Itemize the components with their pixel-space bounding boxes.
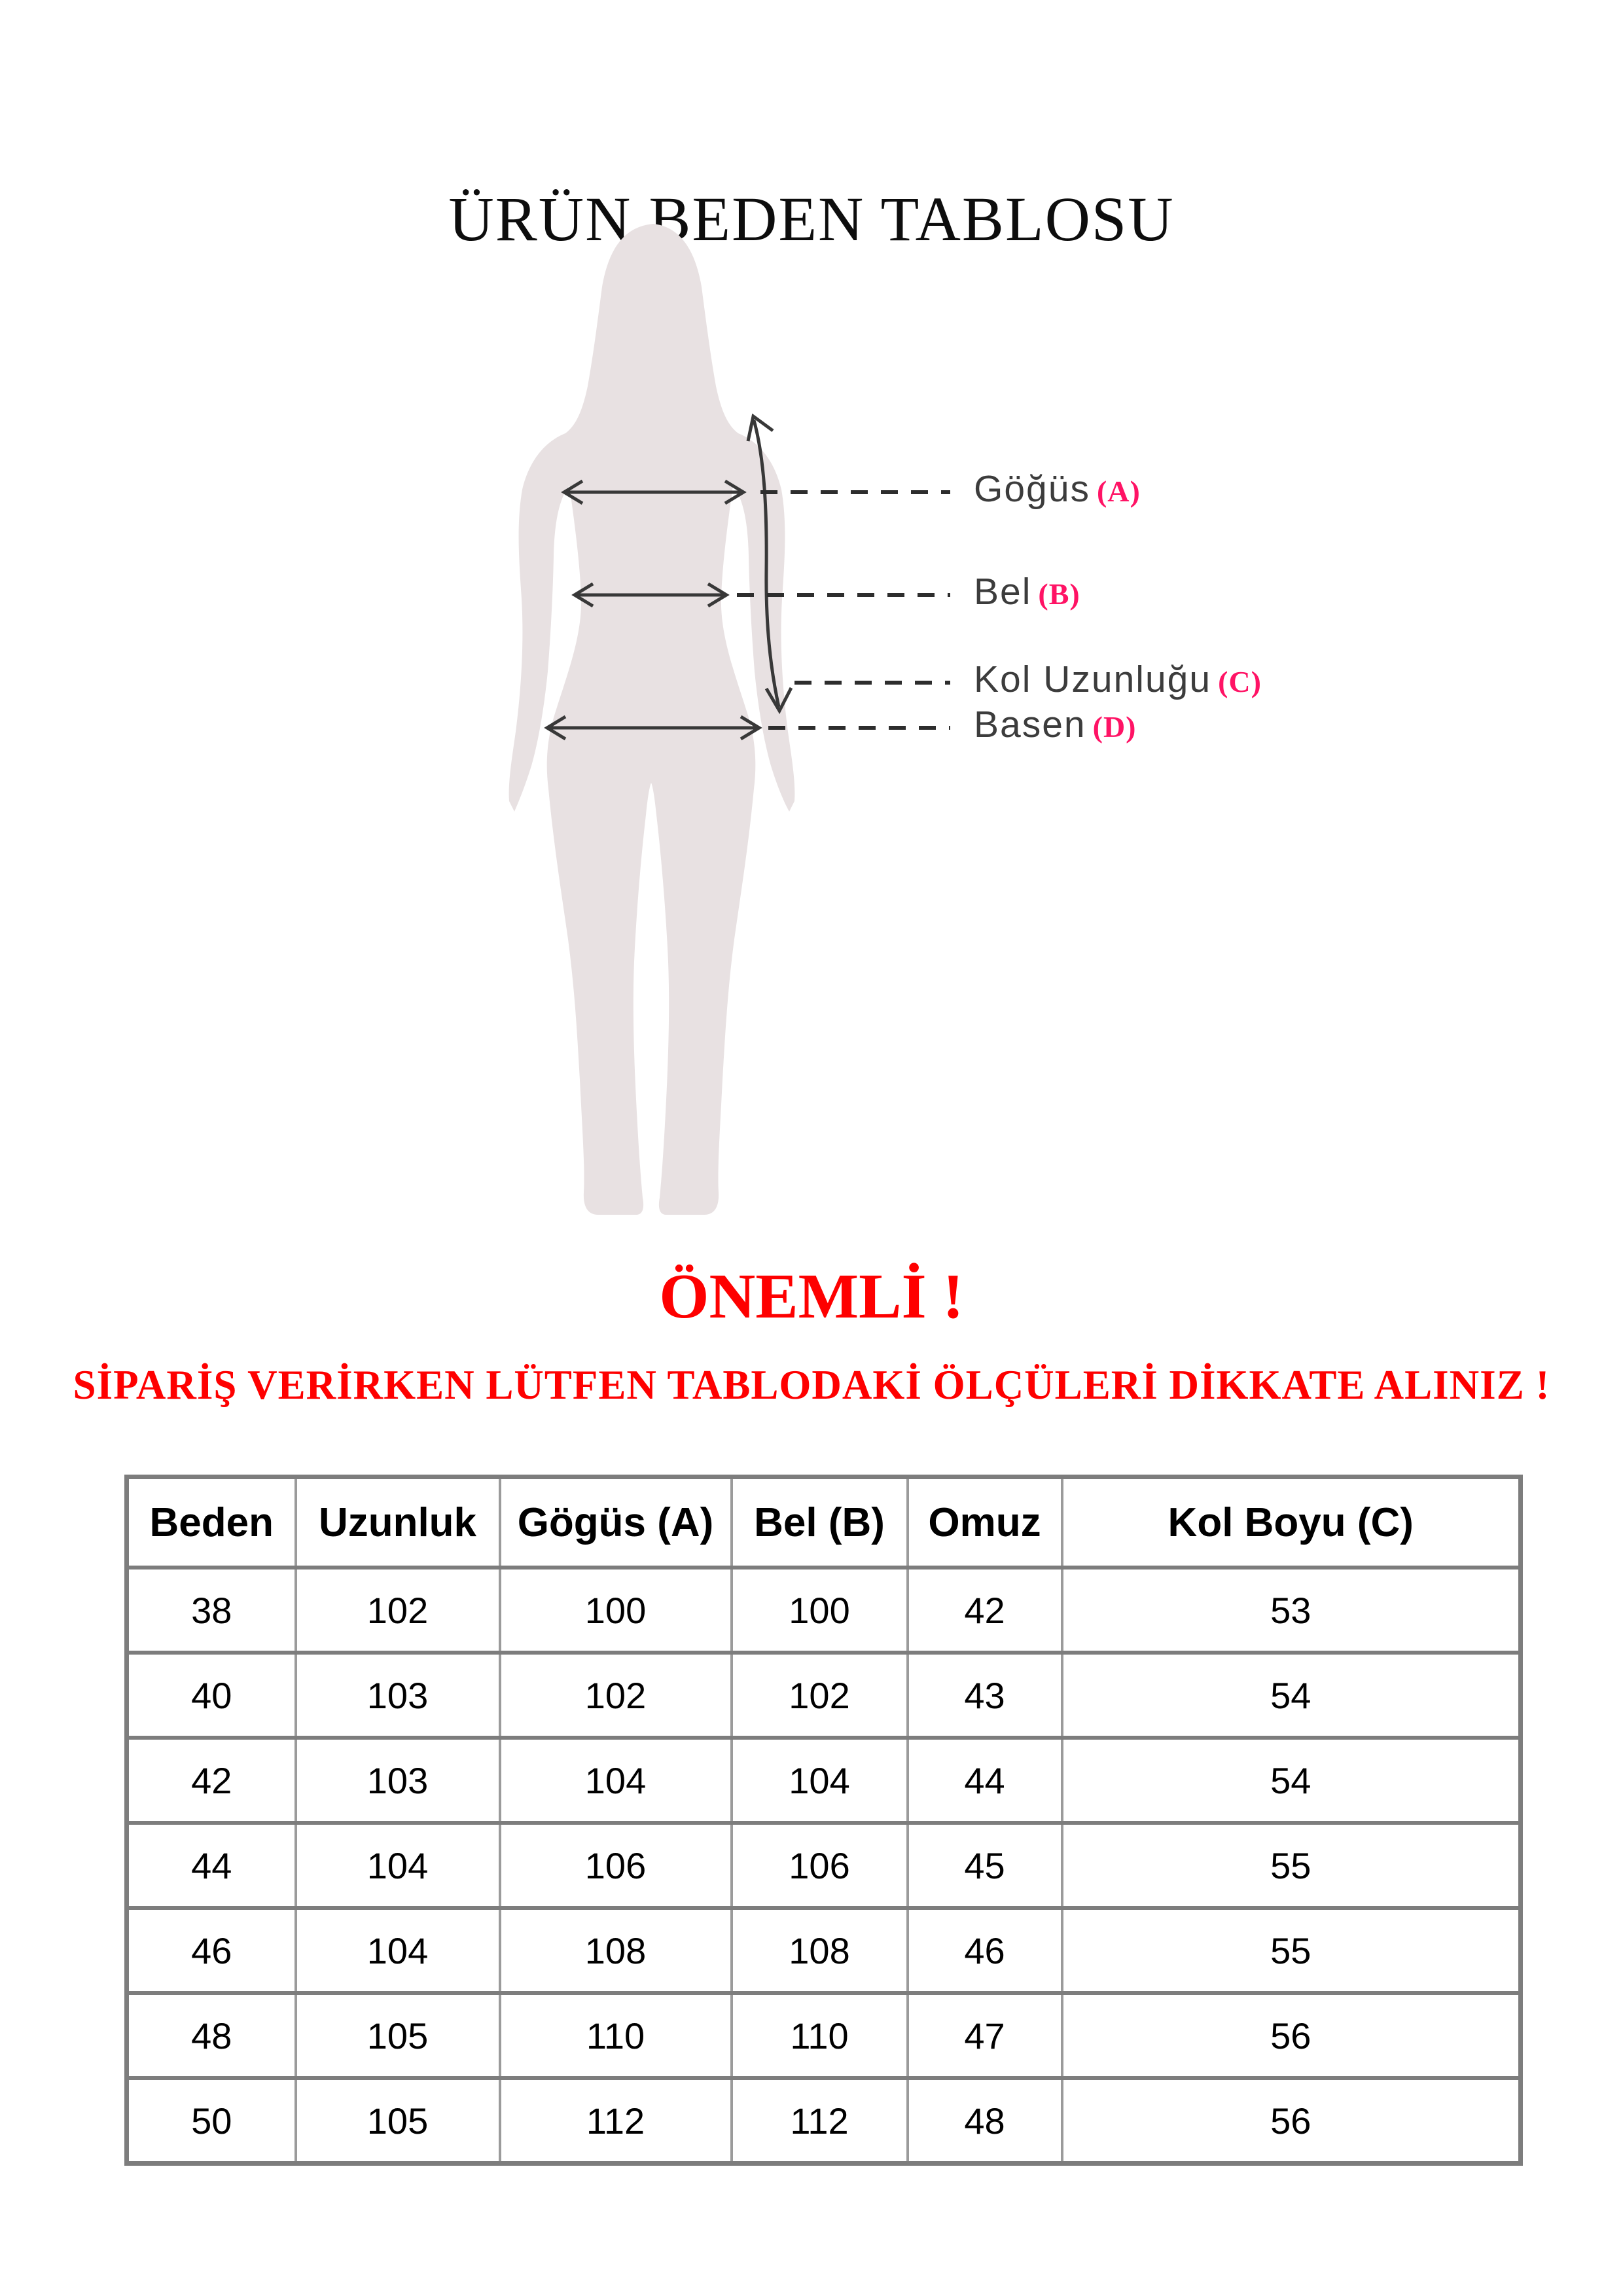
label-hip-name: Basen — [974, 704, 1086, 745]
size-row-50: 50 105 112 112 48 56 — [125, 2076, 1522, 2166]
size-cell: 50 — [125, 2076, 297, 2166]
size-cell: 102 — [294, 1566, 501, 1655]
size-cell: 54 — [1060, 1736, 1522, 1825]
size-cell: 105 — [294, 1991, 501, 2080]
column-header-gogus: Gögüs (A) — [498, 1475, 733, 1570]
column-header-omuz: Omuz — [906, 1475, 1063, 1570]
size-row-48: 48 105 110 110 47 56 — [125, 1991, 1522, 2080]
size-cell: 112 — [498, 2076, 733, 2166]
size-cell: 40 — [125, 1651, 297, 1740]
size-cell: 104 — [294, 1821, 501, 1910]
size-table: Beden Uzunluk Gögüs (A) Bel (B) Omuz Kol… — [124, 1475, 1523, 2166]
size-cell: 38 — [125, 1566, 297, 1655]
size-cell: 56 — [1060, 1991, 1522, 2080]
size-cell: 55 — [1060, 1906, 1522, 1995]
size-cell: 108 — [498, 1906, 733, 1995]
size-row-44: 44 104 106 106 45 55 — [125, 1821, 1522, 1910]
label-waist: Bel (B) — [974, 570, 1080, 613]
size-cell: 53 — [1060, 1566, 1522, 1655]
size-cell: 108 — [730, 1906, 909, 1995]
label-chest: Göğüs (A) — [974, 467, 1141, 511]
size-cell: 46 — [125, 1906, 297, 1995]
label-chest-name: Göğüs — [974, 468, 1090, 510]
label-arm-length-name: Kol Uzunluğu — [974, 658, 1212, 700]
size-cell: 46 — [906, 1906, 1063, 1995]
size-cell: 42 — [906, 1566, 1063, 1655]
label-waist-name: Bel — [974, 571, 1032, 613]
size-cell: 48 — [125, 1991, 297, 2080]
size-cell: 56 — [1060, 2076, 1522, 2166]
column-header-beden: Beden — [125, 1475, 297, 1570]
size-cell: 102 — [498, 1651, 733, 1740]
size-cell: 105 — [294, 2076, 501, 2166]
size-cell: 104 — [294, 1906, 501, 1995]
page-title: ÜRÜN BEDEN TABLOSU — [448, 184, 1175, 255]
size-table-header-row: Beden Uzunluk Gögüs (A) Bel (B) Omuz Kol… — [125, 1475, 1522, 1570]
size-cell: 42 — [125, 1736, 297, 1825]
size-cell: 47 — [906, 1991, 1063, 2080]
size-cell: 55 — [1060, 1821, 1522, 1910]
label-hip-code: (D) — [1092, 710, 1137, 744]
size-cell: 106 — [498, 1821, 733, 1910]
column-header-uzunluk: Uzunluk — [294, 1475, 501, 1570]
size-row-38: 38 102 100 100 42 53 — [125, 1566, 1522, 1655]
size-cell: 106 — [730, 1821, 909, 1910]
label-waist-code: (B) — [1038, 577, 1080, 611]
chest-measure-arrow — [561, 479, 747, 505]
size-cell: 104 — [498, 1736, 733, 1825]
column-header-kol-boyu: Kol Boyu (C) — [1060, 1475, 1522, 1570]
size-cell: 104 — [730, 1736, 909, 1825]
size-cell: 110 — [498, 1991, 733, 2080]
arm-length-measure-arrow — [746, 413, 793, 715]
size-cell: 102 — [730, 1651, 909, 1740]
body-measurement-diagram — [508, 224, 950, 1215]
size-row-42: 42 103 104 104 44 54 — [125, 1736, 1522, 1825]
dashed-leader-lines — [737, 490, 950, 730]
warning-message: SİPARİŞ VERİRKEN LÜTFEN TABLODAKİ ÖLÇÜLE… — [73, 1362, 1550, 1408]
female-silhouette-shape — [508, 224, 795, 1215]
size-cell: 100 — [498, 1566, 733, 1655]
size-row-46: 46 104 108 108 46 55 — [125, 1906, 1522, 1995]
waist-measure-arrow — [571, 582, 730, 608]
size-cell: 112 — [730, 2076, 909, 2166]
size-cell: 44 — [125, 1821, 297, 1910]
size-cell: 43 — [906, 1651, 1063, 1740]
size-cell: 100 — [730, 1566, 909, 1655]
important-heading: ÖNEMLİ ! — [659, 1261, 964, 1332]
size-cell: 54 — [1060, 1651, 1522, 1740]
size-cell: 48 — [906, 2076, 1063, 2166]
size-row-40: 40 103 102 102 43 54 — [125, 1651, 1522, 1740]
label-hip: Basen (D) — [974, 703, 1136, 746]
size-cell: 45 — [906, 1821, 1063, 1910]
size-cell: 103 — [294, 1736, 501, 1825]
label-arm-length: Kol Uzunluğu (C) — [974, 658, 1262, 701]
size-cell: 103 — [294, 1651, 501, 1740]
size-cell: 110 — [730, 1991, 909, 2080]
label-chest-code: (A) — [1096, 475, 1141, 508]
size-cell: 44 — [906, 1736, 1063, 1825]
label-arm-length-code: (C) — [1218, 665, 1262, 698]
hip-measure-arrow — [544, 715, 762, 741]
column-header-bel: Bel (B) — [730, 1475, 909, 1570]
